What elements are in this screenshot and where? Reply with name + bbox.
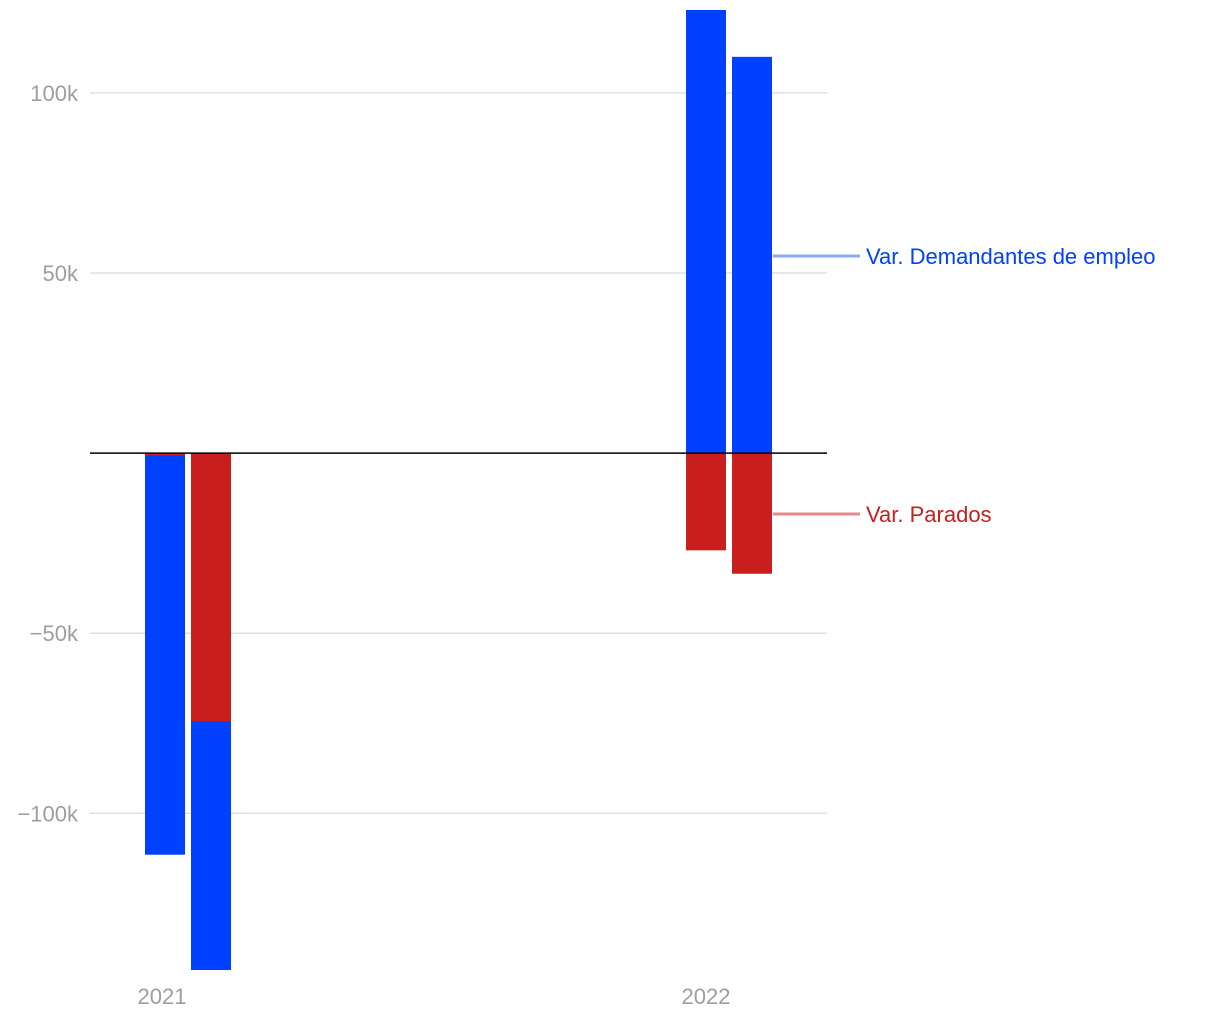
y-tick-label: 50k xyxy=(43,261,79,286)
legend: Var. Demandantes de empleo Var. Parados xyxy=(773,244,1155,527)
legend-label: Var. Demandantes de empleo xyxy=(866,244,1155,269)
bar-parados xyxy=(145,453,185,456)
bar-parados xyxy=(686,453,726,551)
bar-demandantes xyxy=(145,453,185,855)
bars-layer xyxy=(145,10,772,971)
legend-label: Var. Parados xyxy=(866,502,992,527)
y-tick-label: −50k xyxy=(30,621,79,646)
x-axis: 2021 2022 xyxy=(138,984,731,1009)
bar-parados xyxy=(732,453,772,574)
bar-demandantes xyxy=(732,56,772,454)
bar-parados xyxy=(191,453,231,722)
bar-demandantes xyxy=(686,10,726,454)
y-tick-label: 100k xyxy=(30,81,79,106)
grid-layer: 100k 50k −50k −100k xyxy=(17,81,827,826)
x-tick-label: 2022 xyxy=(682,984,731,1009)
y-tick-label: −100k xyxy=(17,801,79,826)
x-tick-label: 2021 xyxy=(138,984,187,1009)
